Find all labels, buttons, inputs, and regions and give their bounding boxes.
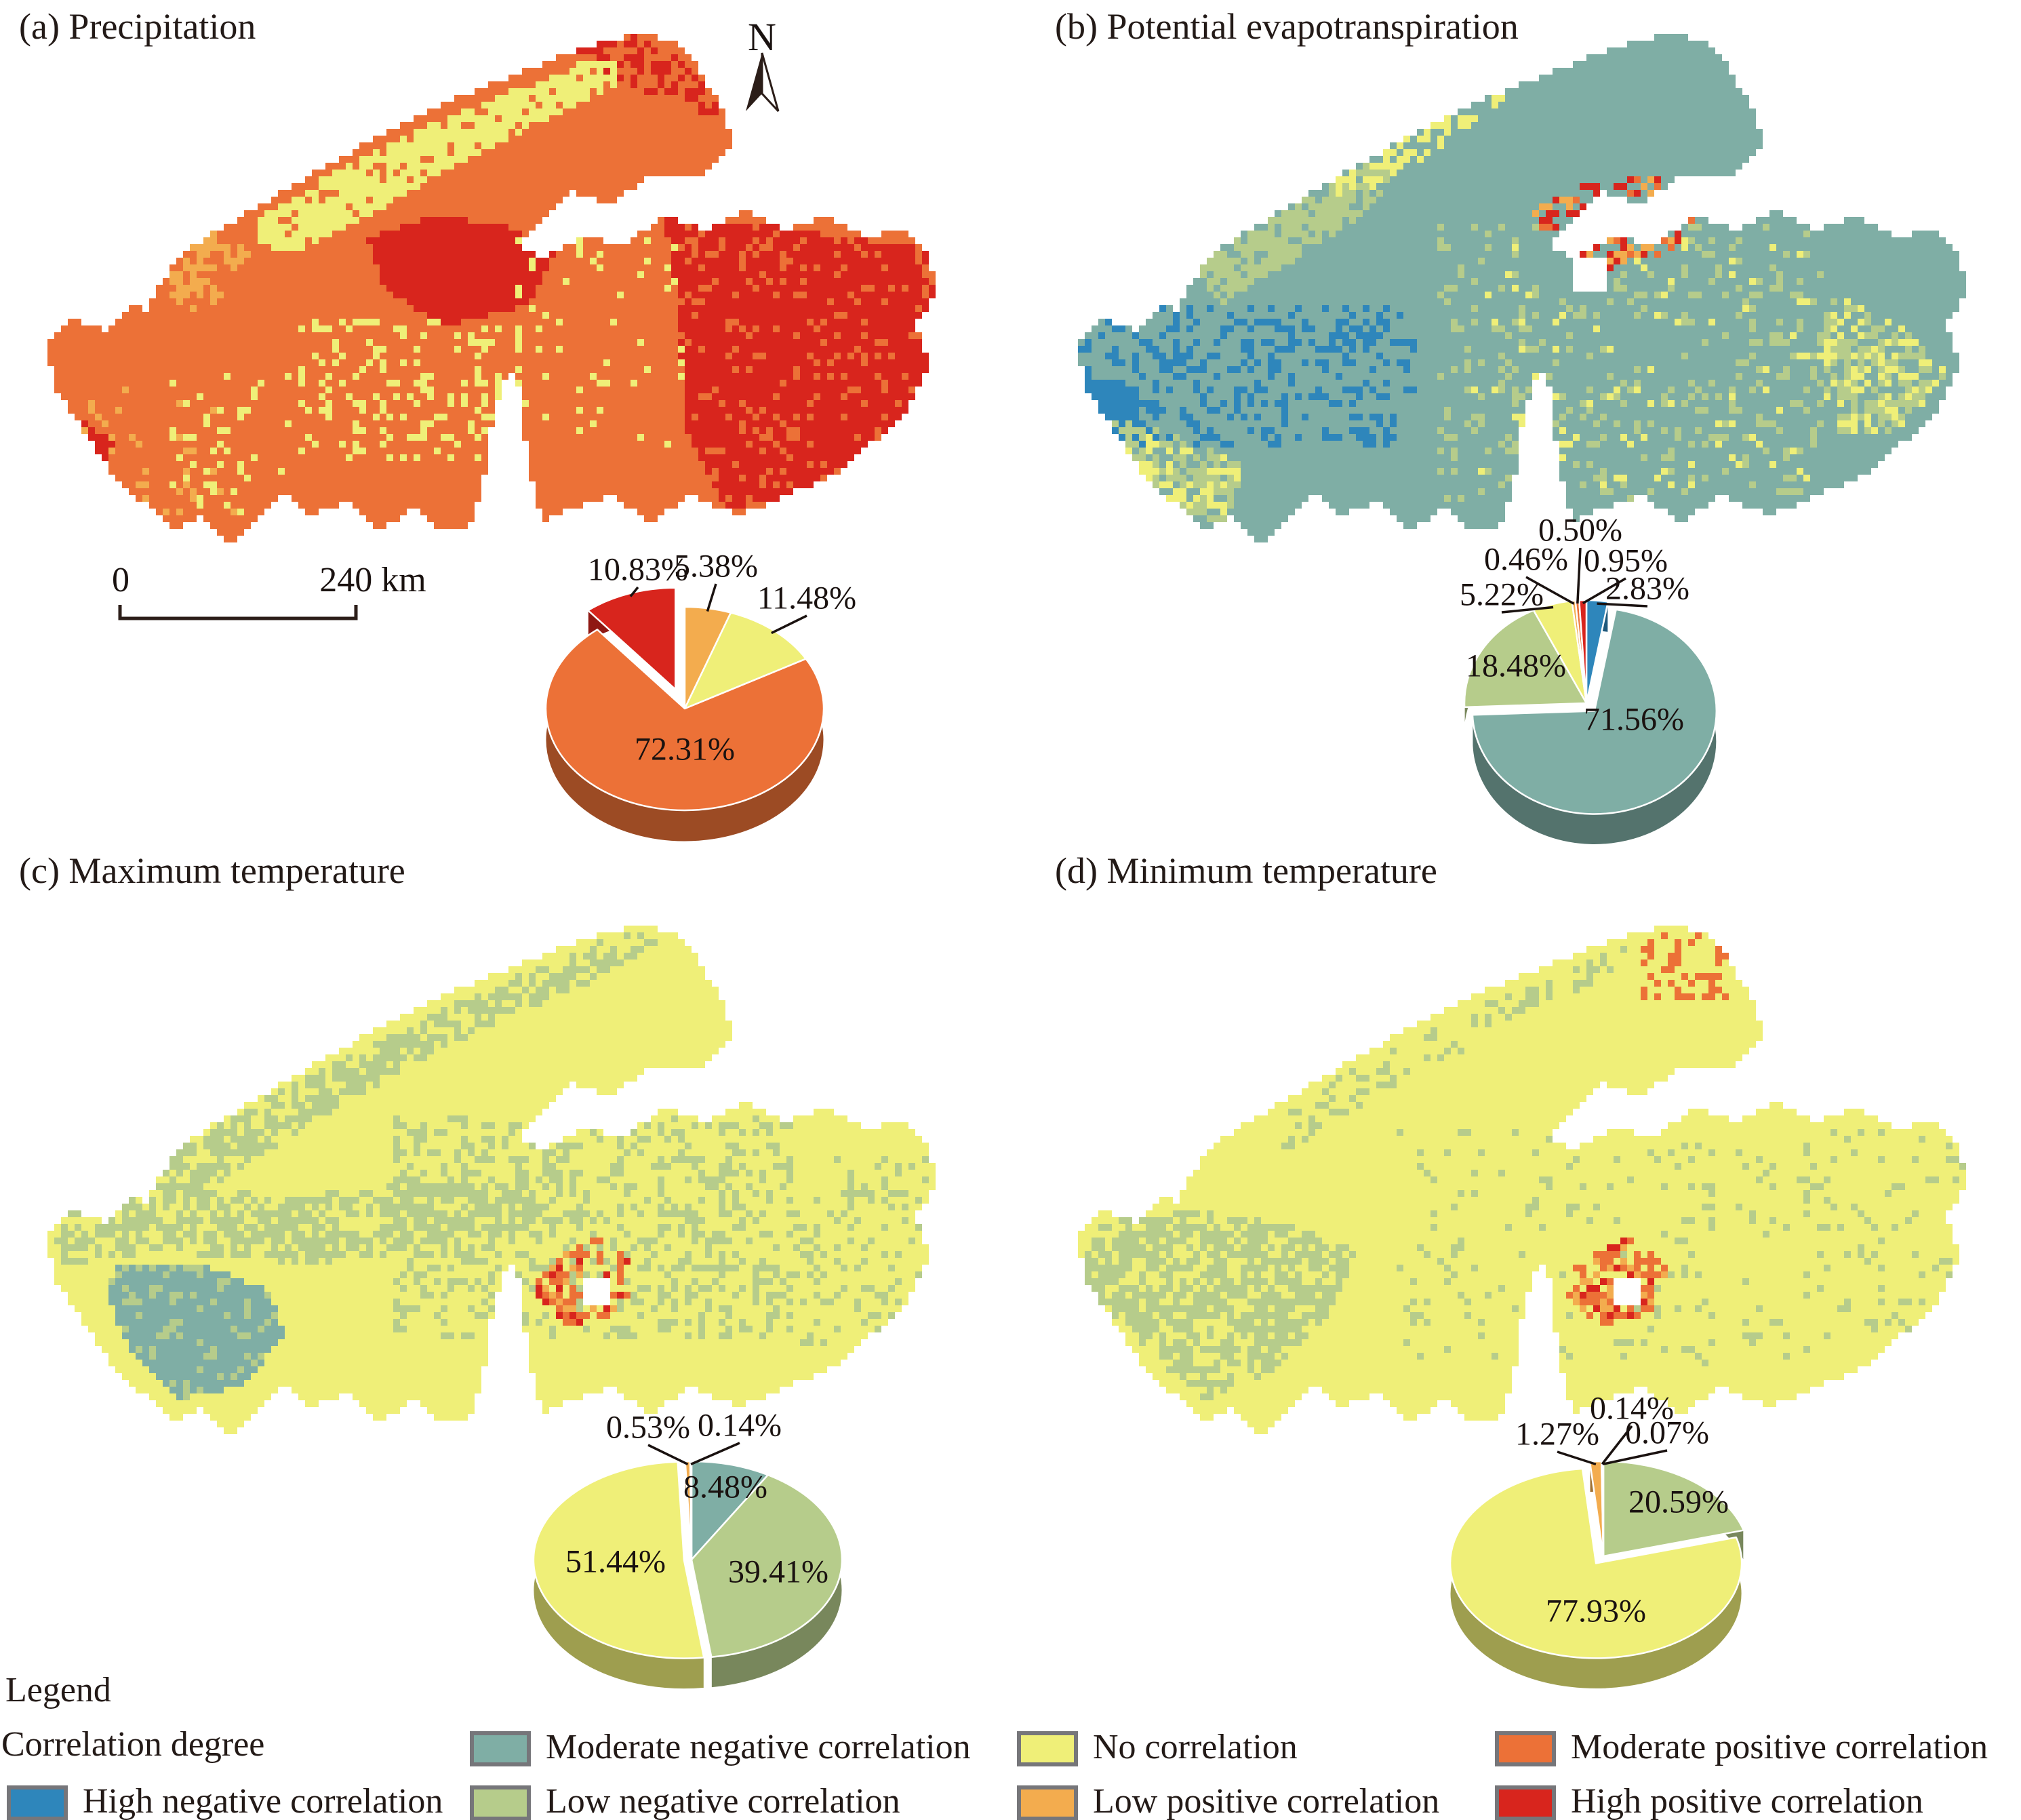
pie-slice-label: 5.38% [674, 549, 758, 585]
scale-start-label: 0 [112, 561, 129, 599]
pie-slice-label: 5.22% [1460, 577, 1544, 613]
pie-slice-label: 18.48% [1466, 648, 1566, 684]
pie-slice-label: 20.59% [1628, 1484, 1729, 1520]
legend-label: High negative correlation [83, 1782, 443, 1820]
pie-label-leader [647, 1444, 689, 1465]
pie-slice-label: 0.14% [698, 1408, 782, 1444]
pie-slice [689, 1460, 693, 1561]
map-potential-evapotranspiration [1058, 34, 1980, 556]
pie-chart-maximum-temperature: 8.48% 39.41% 51.44% 0.53% 0.14% [532, 1408, 843, 1690]
legend-swatch-mod_neg [470, 1731, 531, 1766]
pie-label-leader [706, 583, 717, 612]
pie-label-leader [1525, 576, 1575, 605]
pie-label-leader [629, 586, 639, 597]
panel-c-title: (c) Maximum temperature [19, 850, 405, 891]
panel-d-title: (d) Minimum temperature [1055, 850, 1437, 891]
map-precipitation [27, 34, 949, 556]
pie-slice-label: 72.31% [635, 732, 735, 768]
legend-subtitle: Correlation degree [1, 1725, 265, 1764]
pie-slice [1602, 1460, 1745, 1558]
pie-slice [690, 1460, 769, 1561]
legend-swatch-low_neg [470, 1785, 531, 1820]
pie-slice [1471, 608, 1718, 815]
pie-label-leader [771, 614, 807, 635]
pie-slice [1463, 609, 1588, 709]
pie-slice-label: 11.48% [757, 580, 856, 616]
pie-label-leader [1576, 547, 1582, 604]
legend-swatch-none [1017, 1731, 1078, 1766]
pie-chart-precipitation: 5.38%11.48% 72.31% 10.83% [544, 549, 856, 842]
pie-slice [690, 1473, 843, 1658]
pie-slice-label: 8.48% [683, 1469, 767, 1505]
pie-label-leader [1603, 1449, 1668, 1465]
pie-slice-label: 71.56% [1584, 702, 1684, 738]
pie-slice-label: 0.50% [1538, 513, 1622, 549]
pie-slice [532, 1461, 705, 1659]
pie-slice-label: 2.83% [1605, 571, 1689, 607]
legend-label: Moderate positive correlation [1571, 1728, 1988, 1766]
pie-slice-label: 0.95% [1584, 543, 1668, 579]
pie-label-leader [1501, 606, 1554, 614]
legend-swatch-high_pos [1495, 1785, 1556, 1820]
legend-swatch-mod_pos [1495, 1731, 1556, 1766]
pie-slice-label: 0.14% [1590, 1391, 1674, 1427]
pie-chart-potential-evapotranspiration: 2.83% 71.56% 18.48% 5.22%0.46%0.50%0.95% [1460, 513, 1718, 845]
legend-title: Legend [5, 1671, 111, 1709]
pie-slice-label: 1.27% [1515, 1417, 1599, 1452]
pie-slice [544, 629, 825, 812]
legend-label: No correlation [1093, 1728, 1298, 1766]
pie-slice [587, 587, 677, 690]
pie-slice-label: 77.93% [1546, 1594, 1646, 1629]
legend-label: Moderate negative correlation [546, 1728, 971, 1766]
pie-slice-label: 10.83% [588, 552, 688, 588]
pie-label-leader [1582, 577, 1626, 605]
pie-label-leader [1597, 602, 1648, 608]
legend-label: Low negative correlation [546, 1782, 900, 1820]
north-arrow: N [746, 15, 780, 113]
pie-slice-label: 51.44% [565, 1544, 666, 1580]
pie-label-leader [1601, 1425, 1633, 1465]
pie-slice-label: 39.41% [728, 1554, 828, 1590]
north-arrow-right-icon [761, 52, 780, 113]
pie-label-leader [690, 1442, 740, 1465]
legend: Legend Correlation degree High negative … [0, 1665, 2021, 1820]
north-label: N [748, 15, 776, 59]
legend-swatch-high_neg [7, 1785, 68, 1820]
scale-bar-line [118, 605, 358, 620]
pie-slice-label: 0.07% [1625, 1415, 1709, 1451]
pie-slice-label: 0.53% [606, 1410, 690, 1446]
legend-swatch-low_pos [1017, 1785, 1078, 1820]
scale-bar: 0 240 km [112, 561, 426, 620]
pie-label-leader [1557, 1450, 1597, 1466]
pie-slice [1449, 1467, 1743, 1659]
map-minimum-temperature [1058, 926, 1980, 1448]
pie-chart-minimum-temperature: 20.59% 77.93% 1.27%0.14%0.07% [1449, 1391, 1745, 1689]
legend-label: High positive correlation [1571, 1782, 1923, 1820]
legend-label: Low positive correlation [1093, 1782, 1440, 1820]
pie-slice-label: 0.46% [1484, 542, 1568, 578]
map-maximum-temperature [27, 926, 949, 1448]
scale-end-label: 240 km [319, 561, 426, 599]
north-arrow-left-icon [746, 53, 762, 111]
